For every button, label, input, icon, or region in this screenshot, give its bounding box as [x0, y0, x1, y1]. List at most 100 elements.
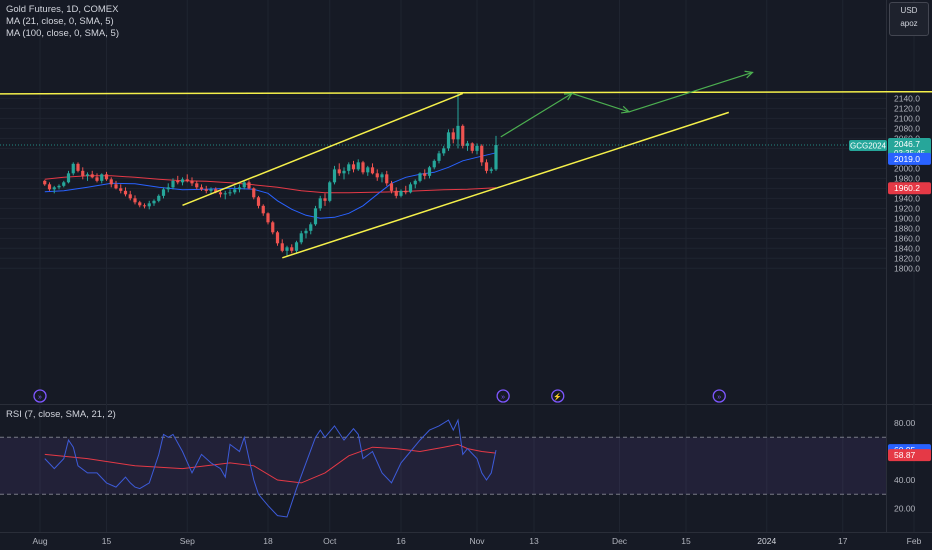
candle-body	[43, 180, 47, 185]
candle	[399, 189, 403, 198]
candle	[43, 179, 47, 186]
price-tick-label: 1820.0	[894, 253, 920, 263]
candle-body	[90, 174, 94, 178]
candle	[408, 182, 413, 194]
candle-body	[171, 180, 175, 188]
event-icon[interactable]: »	[496, 389, 510, 403]
candle	[62, 180, 66, 188]
candle-body	[185, 179, 189, 181]
candle-body	[475, 145, 479, 151]
candle-body	[76, 163, 80, 171]
time-axis: Aug15Sep18Oct16Nov13Dec15202417Feb15Mar	[32, 536, 922, 546]
time-tick-label: Feb	[907, 536, 922, 546]
rsi-axis: 80.00 40.00 20.00	[894, 418, 916, 514]
price-tick-label: 2000.0	[894, 163, 920, 173]
candle-body	[389, 183, 394, 191]
candle-body	[347, 164, 351, 171]
time-tick-label: 18	[263, 536, 273, 546]
candle-body	[47, 184, 52, 190]
price-tick-label: 1800.0	[894, 263, 920, 273]
candle-body	[304, 230, 308, 234]
candle	[427, 165, 432, 179]
candle-body	[399, 190, 403, 196]
candle	[100, 173, 104, 184]
candle	[413, 179, 417, 189]
candle	[266, 212, 270, 225]
candle-body	[114, 184, 118, 189]
ma21-price-badge: 2019.0	[888, 152, 931, 165]
event-icon-glyph: »	[717, 394, 721, 401]
event-icon-glyph: »	[501, 394, 505, 401]
candle	[299, 230, 303, 245]
event-icon[interactable]: »	[712, 389, 726, 403]
candle-body	[456, 125, 460, 140]
candle	[342, 167, 346, 180]
candle	[147, 200, 151, 210]
candle-body	[394, 190, 398, 196]
candle-body	[413, 180, 417, 185]
candle	[142, 203, 147, 209]
candle-body	[294, 242, 299, 251]
candle-body	[85, 174, 90, 176]
candle	[180, 177, 185, 186]
projection-arrow-path	[500, 71, 753, 138]
candle	[294, 240, 299, 254]
candle-body	[318, 198, 322, 209]
time-tick-label: Sep	[180, 536, 195, 546]
earnings-icon[interactable]: ⚡	[551, 389, 565, 403]
candle-body	[451, 132, 455, 140]
time-tick-label: 15	[102, 536, 112, 546]
candle-body	[290, 247, 294, 251]
candle	[123, 187, 128, 197]
ma21-price-label: 2019.0	[894, 154, 920, 164]
candle	[128, 190, 132, 201]
legend-ma100: MA (100, close, 0, SMA, 5)	[6, 28, 119, 39]
candle-body	[351, 164, 356, 170]
candle-body	[204, 189, 208, 191]
candle-body	[252, 188, 256, 198]
price-tick-label: 1840.0	[894, 243, 920, 253]
unit-label: apoz	[900, 19, 918, 28]
candle	[237, 184, 242, 193]
candle	[309, 222, 313, 235]
ma100-price-label: 1960.2	[894, 183, 920, 193]
candle	[114, 180, 118, 190]
candle-body	[223, 193, 227, 195]
candle	[275, 230, 280, 246]
badge-bg	[888, 152, 931, 165]
symbol-badge-label: GCG2024	[850, 142, 887, 151]
candle-body	[461, 125, 465, 146]
candle	[104, 171, 109, 181]
candle	[223, 190, 227, 200]
candle	[480, 144, 484, 166]
symbol-badge-bg	[849, 140, 887, 151]
candle	[152, 199, 156, 206]
time-tick-label: Aug	[32, 536, 47, 546]
candle-body	[119, 188, 123, 191]
candle-body	[437, 153, 441, 161]
time-tick-label: 17	[838, 536, 848, 546]
candle-body	[62, 182, 66, 186]
candle	[418, 172, 422, 183]
candle-body	[313, 208, 318, 225]
time-tick-label: 13	[529, 536, 539, 546]
currency-unit-button[interactable]: USD apoz	[889, 2, 929, 36]
candle-body	[81, 170, 85, 176]
candle-body	[285, 247, 289, 251]
candle-body	[133, 198, 137, 203]
event-icon[interactable]: »	[33, 389, 47, 403]
candle	[261, 204, 265, 216]
candle-body	[332, 169, 337, 183]
candle	[81, 167, 85, 180]
candle	[423, 169, 427, 180]
candle	[489, 167, 493, 174]
candle	[313, 205, 318, 226]
candle-body	[356, 162, 360, 170]
candle-body	[128, 194, 132, 199]
candle	[90, 170, 94, 179]
candle	[404, 185, 408, 195]
candle-body	[218, 192, 223, 195]
candle-body	[209, 189, 213, 191]
